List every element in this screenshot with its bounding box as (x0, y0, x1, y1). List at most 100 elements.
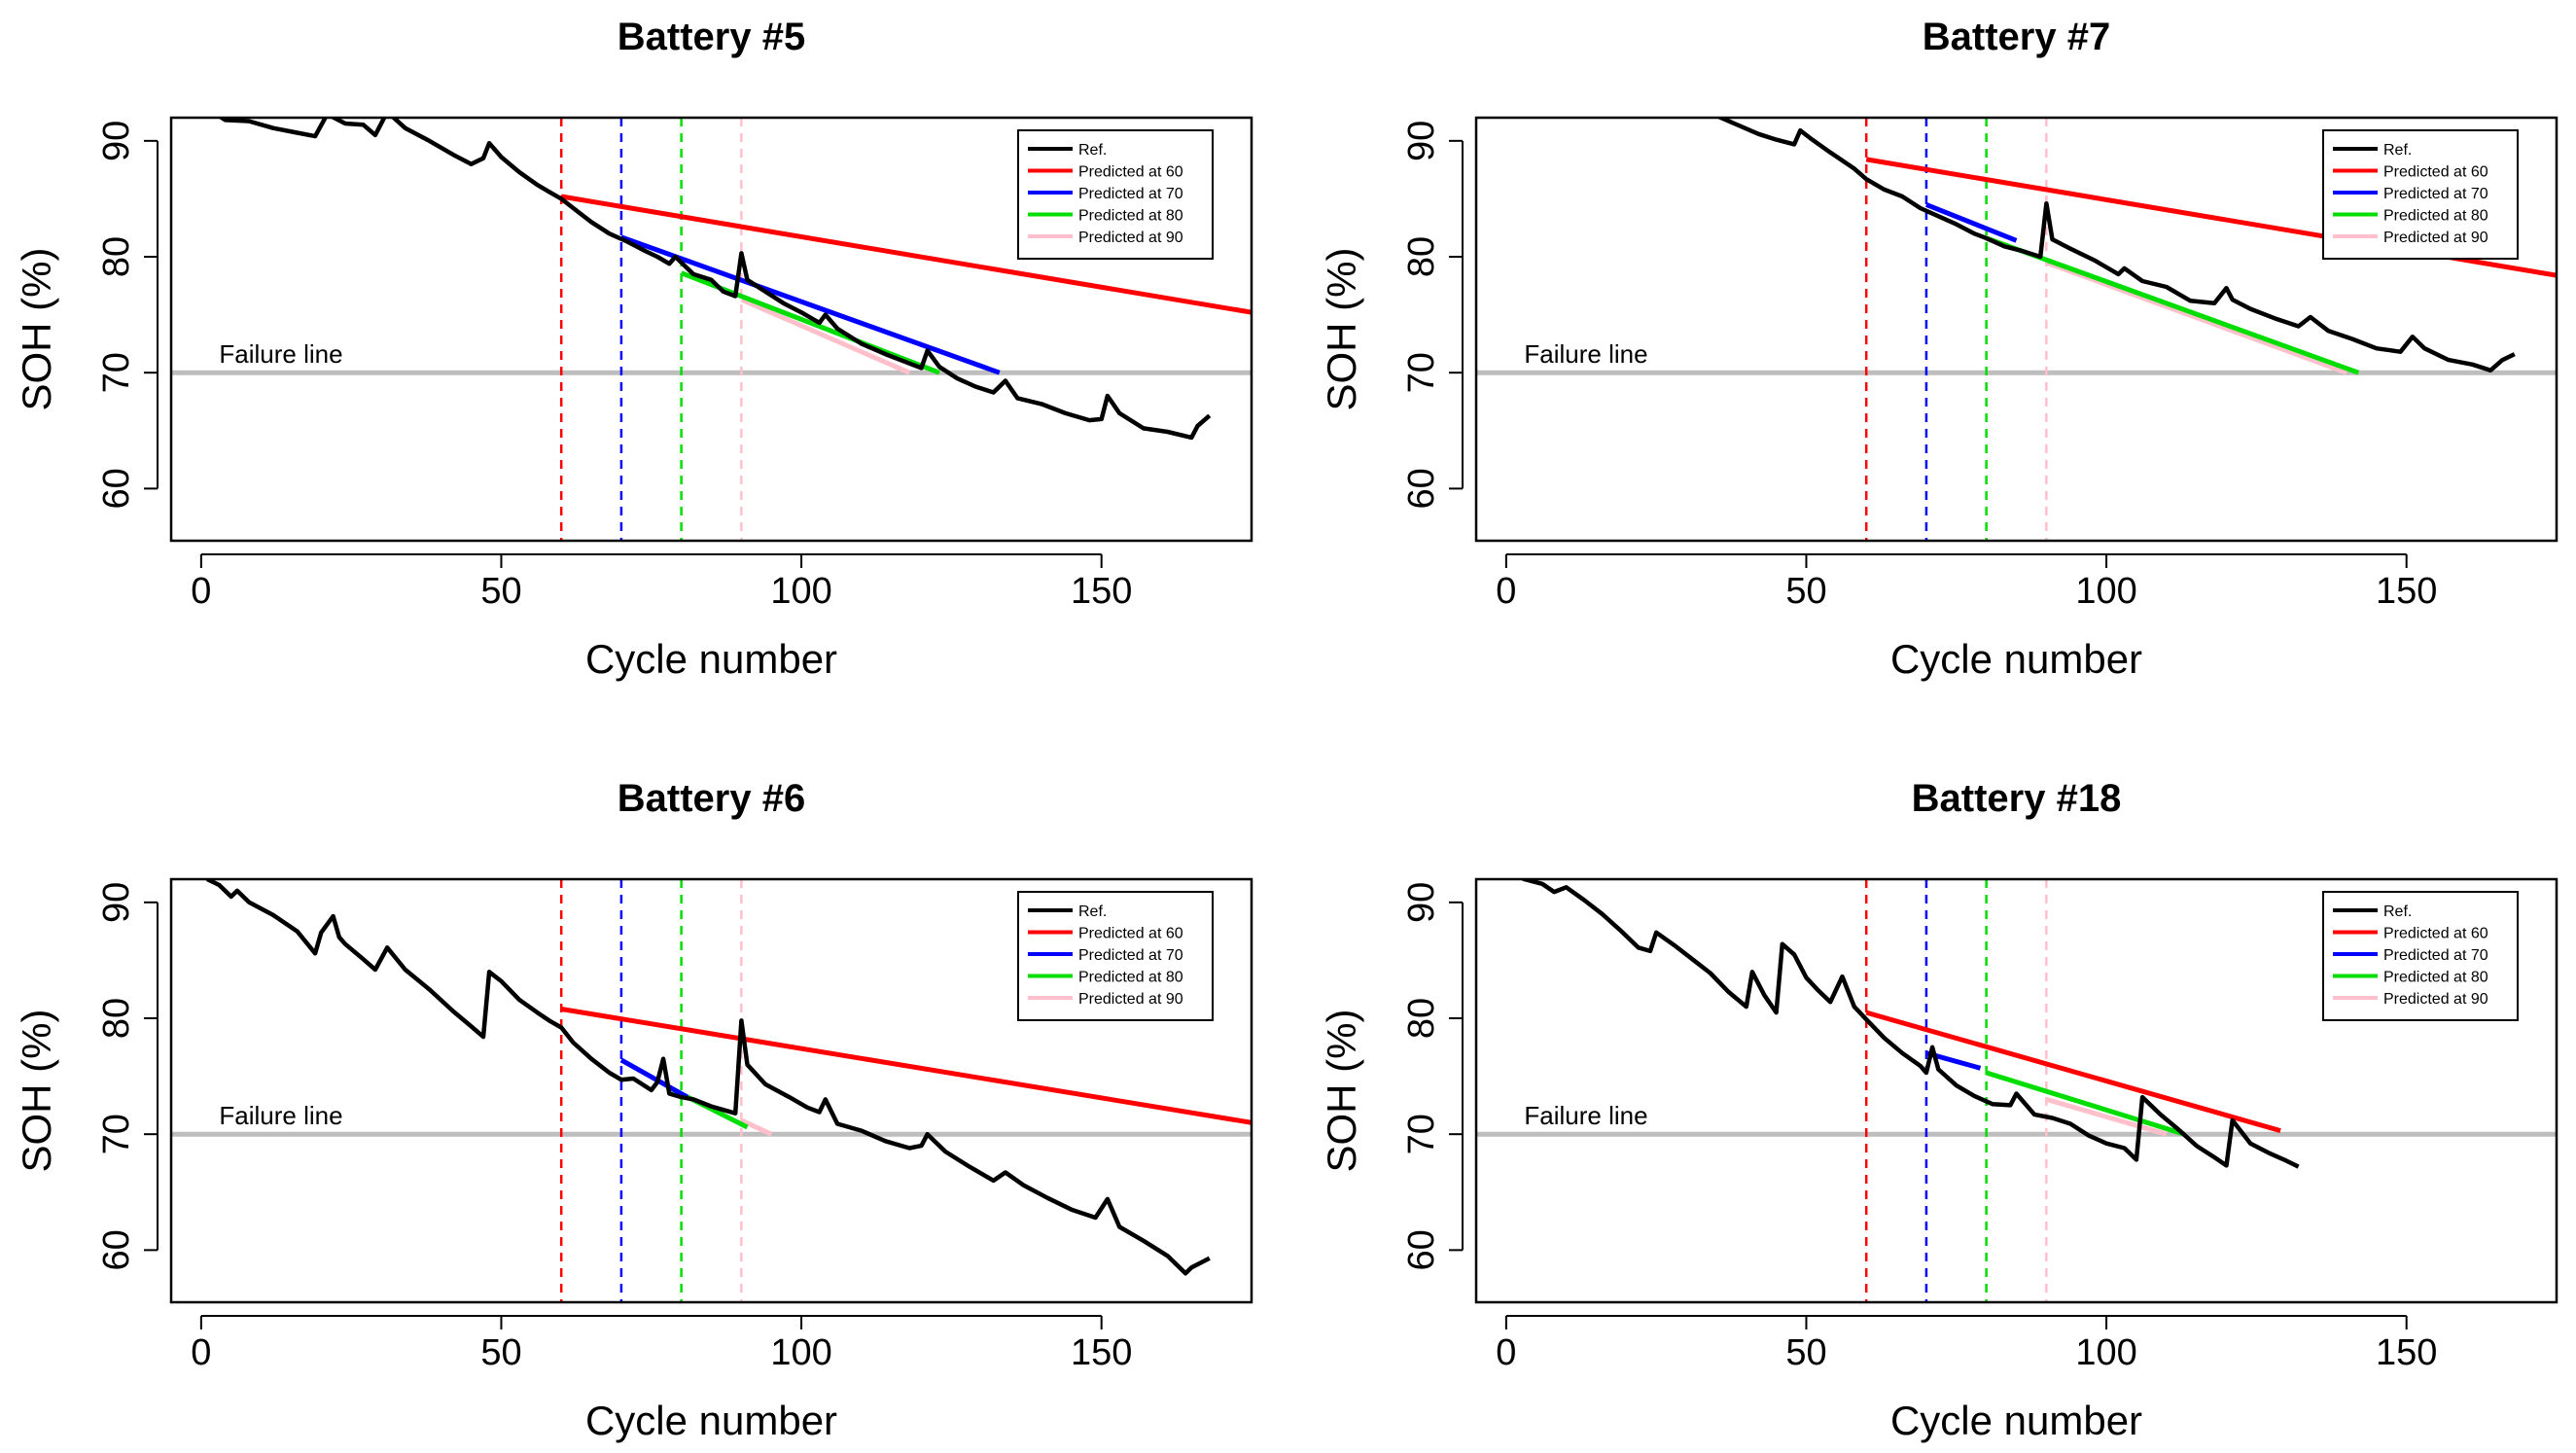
legend-entry: Ref. (2383, 142, 2412, 159)
y-axis: 60 70 80 90 SOH (%) (14, 882, 159, 1271)
chart-panel: Battery #18 0 50 100 150 Cycle number 60 70 80 90… (1319, 777, 2558, 1443)
series-line-predicted (560, 194, 1252, 315)
legend-entry: Ref. (2383, 904, 2412, 920)
legend: Ref. Predicted at 60 Predicted at 70 Predic… (1017, 891, 1214, 1021)
series-line-ref (206, 879, 1211, 1276)
failure-line-label: Failure line (1524, 339, 1647, 369)
legend-entry: Predicted at 90 (1078, 230, 1183, 246)
legend-entry: Predicted at 80 (2383, 970, 2488, 986)
series-line-ref (217, 118, 1212, 441)
x-axis-label: Cycle number (1890, 1398, 2142, 1443)
y-axis: 60 70 80 90 SOH (%) (1319, 882, 1464, 1271)
chart-panel: Battery #5 0 50 100 150 Cycle number 60 70 80 90 S… (14, 16, 1253, 682)
legend: Ref. Predicted at 60 Predicted at 70 Predic… (1017, 129, 1214, 260)
y-tick-label: 70 (96, 1114, 137, 1154)
x-tick-label: 50 (480, 1332, 521, 1373)
y-tick-label: 80 (96, 236, 137, 277)
y-axis-label: SOH (%) (1319, 1010, 1364, 1173)
plot-frame (169, 877, 1253, 1304)
legend-entry: Predicted at 60 (2383, 926, 2488, 942)
plot-frame (1474, 116, 2558, 543)
series-line-predicted (1924, 202, 2018, 243)
y-tick-label: 70 (96, 352, 137, 393)
y-axis: 60 70 80 90 SOH (%) (14, 121, 159, 510)
legend-entry: Predicted at 80 (2383, 208, 2488, 225)
series-line-ref (1519, 879, 2300, 1169)
x-tick-label: 150 (2376, 571, 2437, 612)
y-tick-label: 80 (1401, 998, 1442, 1039)
y-tick-label: 90 (96, 882, 137, 923)
failure-line-label: Failure line (219, 339, 342, 369)
x-axis-label: Cycle number (1890, 636, 2142, 682)
x-axis: 0 50 100 150 Cycle number (1496, 553, 2437, 682)
x-tick-label: 0 (191, 571, 211, 612)
series-line-predicted (1985, 1070, 2186, 1137)
legend-entry: Predicted at 90 (1078, 991, 1183, 1008)
y-tick-label: 60 (96, 1229, 137, 1270)
plot-area (1476, 118, 2557, 541)
x-tick-label: 50 (1785, 1332, 1826, 1373)
x-axis: 0 50 100 150 Cycle number (191, 1315, 1132, 1443)
plot-frame (169, 116, 1253, 543)
y-tick-label: 80 (96, 998, 137, 1039)
y-tick-label: 60 (96, 468, 137, 509)
x-tick-label: 150 (1071, 1332, 1132, 1373)
series-line-predicted (740, 1117, 773, 1137)
x-tick-label: 50 (480, 571, 521, 612)
x-tick-label: 100 (2075, 1332, 2136, 1373)
y-axis-label: SOH (%) (14, 1010, 59, 1173)
x-tick-label: 50 (1785, 571, 1826, 612)
chart-title: Battery #7 (1923, 16, 2110, 58)
series-line-predicted (620, 234, 1001, 375)
chart-title: Battery #18 (1912, 777, 2122, 820)
x-tick-label: 150 (1071, 571, 1132, 612)
failure-line-label: Failure line (1524, 1101, 1647, 1130)
x-axis-label: Cycle number (585, 636, 837, 682)
legend: Ref. Predicted at 60 Predicted at 70 Predic… (2322, 891, 2519, 1021)
chart-panel: Battery #6 0 50 100 150 Cycle number 60 70 80 90 S… (14, 777, 1253, 1443)
failure-line-label: Failure line (219, 1101, 342, 1130)
legend: Ref. Predicted at 60 Predicted at 70 Predic… (2322, 129, 2519, 260)
x-axis: 0 50 100 150 Cycle number (191, 553, 1132, 682)
chart-title: Battery #5 (618, 16, 805, 58)
series-line-predicted (2045, 260, 2347, 375)
series-line-predicted (1865, 1010, 2281, 1134)
y-tick-label: 60 (1401, 1229, 1442, 1270)
legend-entry: Predicted at 70 (1078, 947, 1183, 964)
series-line-predicted (560, 1007, 1252, 1125)
legend-entry: Predicted at 70 (1078, 186, 1183, 202)
series-line-predicted (740, 297, 911, 375)
series-line-predicted (2045, 1096, 2168, 1137)
chart-title: Battery #6 (618, 777, 805, 820)
legend-entry: Predicted at 80 (1078, 970, 1183, 986)
y-tick-label: 90 (96, 121, 137, 161)
legend-entry: Ref. (1078, 142, 1107, 159)
y-tick-label: 70 (1401, 1114, 1442, 1154)
y-axis-label: SOH (%) (14, 248, 59, 411)
chart-panel: Battery #7 0 50 100 150 Cycle number 60 70 80 90 S… (1319, 16, 2558, 682)
x-axis-label: Cycle number (585, 1398, 837, 1443)
legend-entry: Predicted at 60 (2383, 164, 2488, 181)
series-line-ref (1715, 118, 2516, 373)
x-tick-label: 0 (1496, 571, 1516, 612)
x-tick-label: 150 (2376, 1332, 2437, 1373)
x-tick-label: 100 (2075, 571, 2136, 612)
y-axis-label: SOH (%) (1319, 248, 1364, 411)
legend-entry: Predicted at 90 (2383, 230, 2488, 246)
x-tick-label: 100 (770, 1332, 831, 1373)
y-tick-label: 70 (1401, 352, 1442, 393)
plot-area (171, 118, 1252, 541)
plot-area (171, 879, 1252, 1302)
y-axis: 60 70 80 90 SOH (%) (1319, 121, 1464, 510)
legend-entry: Predicted at 70 (2383, 947, 2488, 964)
legend-entry: Ref. (1078, 904, 1107, 920)
y-tick-label: 60 (1401, 468, 1442, 509)
x-axis: 0 50 100 150 Cycle number (1496, 1315, 2437, 1443)
legend-entry: Predicted at 70 (2383, 186, 2488, 202)
y-tick-label: 80 (1401, 236, 1442, 277)
series-line-predicted (619, 1057, 689, 1100)
legend-entry: Predicted at 60 (1078, 926, 1183, 942)
y-tick-label: 90 (1401, 121, 1442, 161)
x-tick-label: 0 (191, 1332, 211, 1373)
